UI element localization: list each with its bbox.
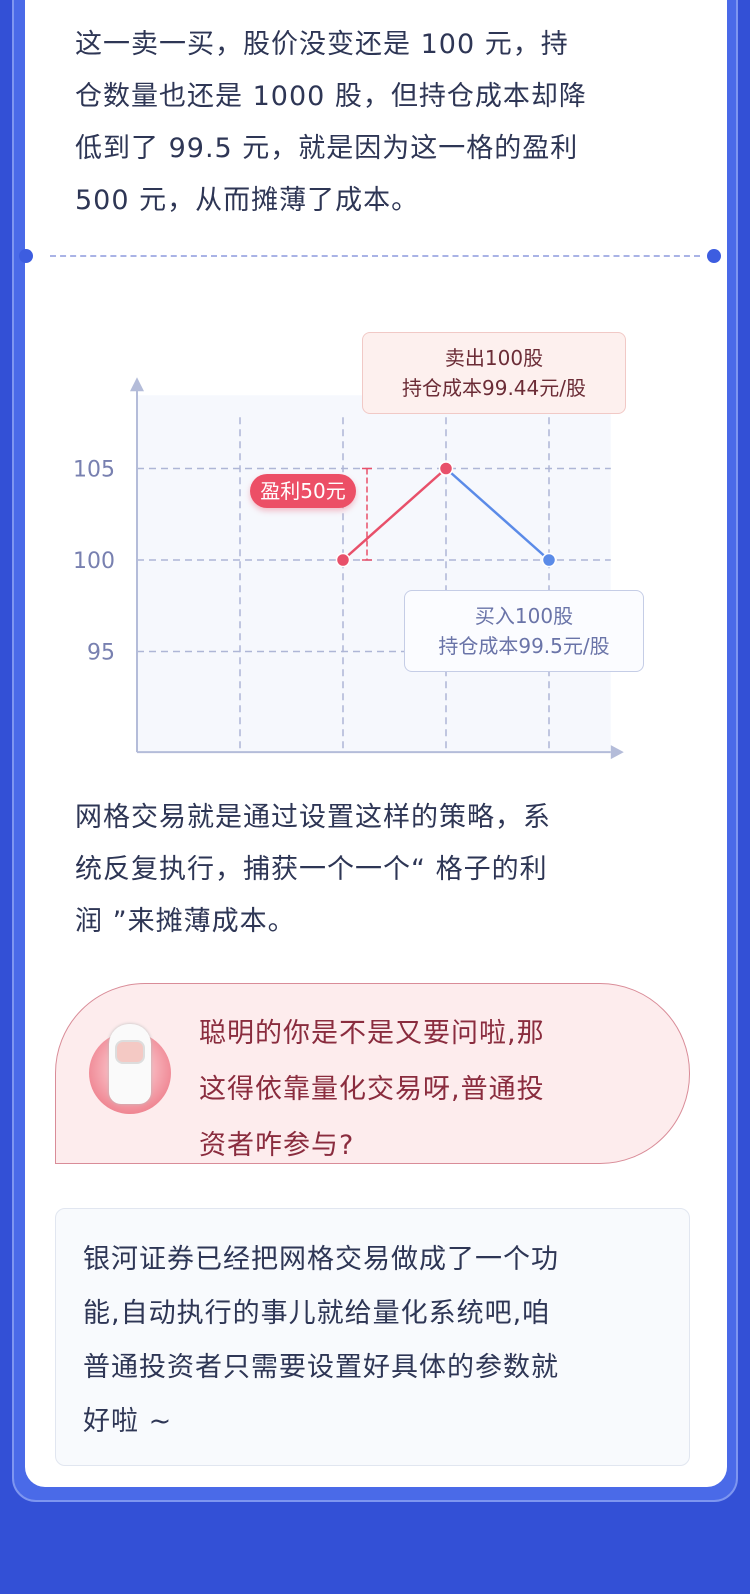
- question-bubble: 聪明的你是不是又要问啦,那 这得依靠量化交易呀,普通投 资者咋参与?: [55, 983, 690, 1164]
- answer-box: 银河证券已经把网格交易做成了一个功 能,自动执行的事儿就给量化系统吧,咱 普通投…: [55, 1208, 690, 1466]
- text-line: 网格交易就是通过设置这样的策略，系: [75, 802, 551, 833]
- x-axis-arrow: [610, 745, 624, 760]
- buy-callout: 买入100股 持仓成本99.5元/股: [404, 590, 644, 672]
- text-line: 聪明的你是不是又要问啦,那: [199, 1018, 545, 1049]
- y-axis-arrow: [130, 377, 144, 392]
- buy-callout-line1: 买入100股: [474, 604, 574, 628]
- text-line: 统反复执行，捕获一个一个“ 格子的利: [75, 854, 548, 885]
- buy-callout-line2: 持仓成本99.5元/股: [438, 634, 610, 658]
- profit-badge: 盈利50元: [250, 474, 356, 508]
- y-tick-label: 105: [73, 458, 115, 483]
- data-point: [335, 552, 351, 568]
- divider-dot-right: [707, 249, 721, 263]
- text-line: 好啦 ~: [83, 1406, 173, 1437]
- text-line: 银河证券已经把网格交易做成了一个功: [83, 1244, 559, 1275]
- robot-body: [109, 1024, 151, 1104]
- y-tick-label: 95: [87, 641, 115, 666]
- sell-callout-line1: 卖出100股: [444, 346, 544, 370]
- text-line: 普通投资者只需要设置好具体的参数就: [83, 1352, 559, 1383]
- y-tick-label: 100: [73, 549, 115, 574]
- text-line: 这一卖一买，股价没变还是 100 元，持: [75, 29, 569, 60]
- text-line: 这得依靠量化交易呀,普通投: [199, 1074, 545, 1105]
- data-point: [438, 461, 454, 476]
- buy-line: [445, 467, 550, 561]
- divider-dot-left: [19, 249, 33, 263]
- astronaut-avatar-icon: [89, 1024, 171, 1114]
- intro-paragraph: 这一卖一买，股价没变还是 100 元，持 仓数量也还是 1000 股，但持仓成本…: [75, 19, 587, 227]
- data-point: [541, 552, 557, 568]
- text-line: 仓数量也还是 1000 股，但持仓成本却降: [75, 81, 587, 112]
- text-line: 能,自动执行的事儿就给量化系统吧,咱: [83, 1298, 551, 1329]
- grid-trading-chart: 95 100 105: [73, 377, 624, 760]
- robot-visor: [115, 1040, 145, 1064]
- text-line: 500 元，从而摊薄了成本。: [75, 185, 420, 216]
- text-line: 低到了 99.5 元，就是因为这一格的盈利: [75, 133, 579, 164]
- text-line: 资者咋参与?: [199, 1130, 355, 1161]
- sell-line: [342, 467, 447, 561]
- dashed-divider: [50, 255, 700, 257]
- text-line: 润 ”来摊薄成本。: [75, 906, 296, 937]
- plot-area: [137, 395, 611, 753]
- sell-callout-line2: 持仓成本99.44元/股: [402, 376, 586, 400]
- sell-callout: 卖出100股 持仓成本99.44元/股: [362, 332, 626, 414]
- summary-paragraph: 网格交易就是通过设置这样的策略，系 统反复执行，捕获一个一个“ 格子的利 润 ”…: [75, 792, 551, 948]
